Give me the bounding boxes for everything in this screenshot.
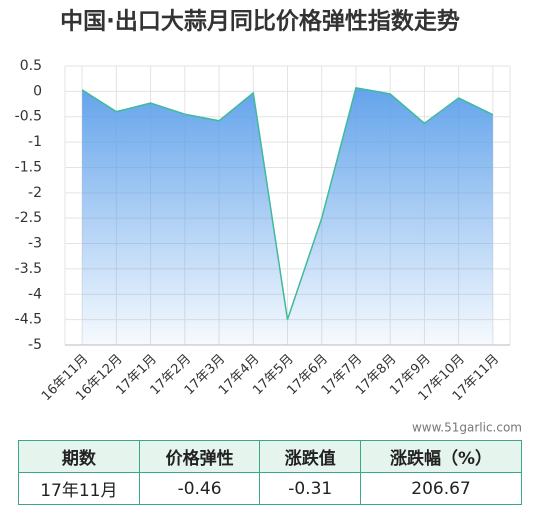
y-tick-label: -4	[28, 286, 42, 302]
y-tick-label: -0.5	[15, 109, 42, 125]
y-tick-label: -2.5	[15, 210, 42, 226]
header-cell: 涨跌值	[259, 440, 362, 473]
y-tick-label: -1.5	[15, 159, 42, 175]
watermark: www.51garlic.com	[412, 421, 522, 435]
y-tick-label: -2	[28, 185, 42, 201]
y-tick-label: 0.5	[20, 58, 42, 74]
cell: -0.31	[259, 472, 362, 505]
chart: 中国·出口大蒜月同比价格弹性指数走势 www.51garlic.com 0.5 0…	[15, 8, 522, 435]
cell: 206.67	[360, 472, 522, 505]
cell: -0.46	[138, 472, 261, 505]
table-row: 17年11月 -0.46 -0.31 206.67	[18, 472, 522, 505]
y-tick-label: 0	[33, 83, 42, 99]
y-tick-label: -1	[28, 134, 42, 150]
header-cell: 价格弹性	[138, 440, 261, 473]
y-tick-label: -3.5	[15, 261, 42, 277]
header-cell: 涨跌幅（%）	[360, 440, 522, 473]
line	[81, 86, 494, 320]
data-table: 期数 价格弹性 涨跌值 涨跌幅（%） 17年11月 -0.46 -0.31 20…	[18, 440, 522, 505]
cell: 17年11月	[18, 472, 140, 505]
y-tick-label: -5	[28, 337, 42, 353]
y-tick-label: -3	[28, 236, 42, 252]
table-header: 期数 价格弹性 涨跌值 涨跌幅（%）	[18, 440, 522, 473]
chart-title: 中国·出口大蒜月同比价格弹性指数走势	[60, 8, 460, 35]
area-fill	[82, 87, 493, 345]
y-tick-label: -4.5	[15, 312, 42, 328]
header-cell: 期数	[18, 440, 140, 473]
